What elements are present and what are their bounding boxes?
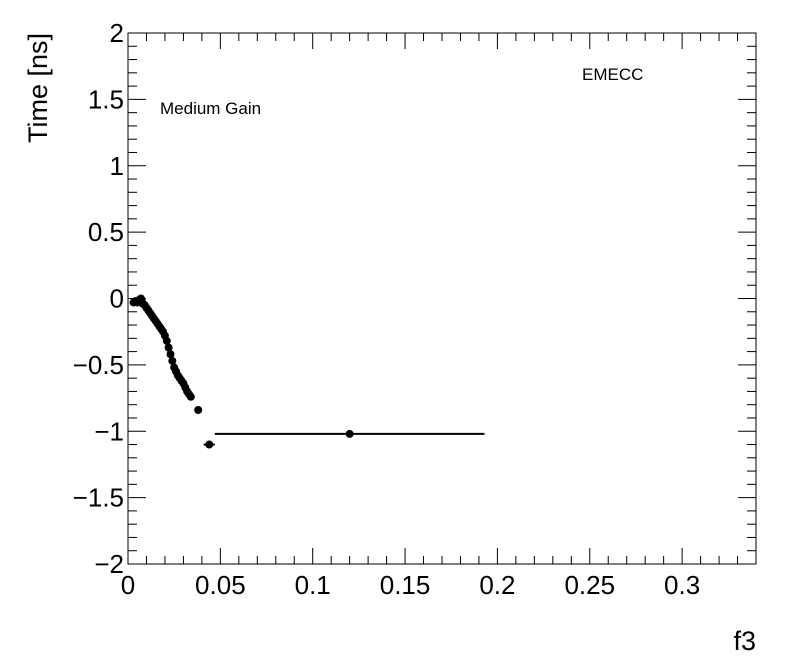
x-tick-label: 0.05 bbox=[195, 570, 246, 600]
y-tick-label: −1 bbox=[94, 416, 124, 446]
y-axis-ticks bbox=[128, 32, 756, 565]
y-tick-label: −1.5 bbox=[73, 483, 124, 513]
data-point bbox=[345, 429, 354, 438]
y-tick-label: 2 bbox=[110, 18, 124, 48]
data-point bbox=[186, 392, 195, 401]
x-tick-label: 0 bbox=[121, 570, 135, 600]
annotation-detector: EMECC bbox=[582, 65, 643, 84]
x-axis-title: f3 bbox=[733, 626, 756, 656]
x-tick-label: 0.3 bbox=[664, 570, 700, 600]
y-tick-label: −0.5 bbox=[73, 350, 124, 380]
x-tick-label: 0.25 bbox=[564, 570, 615, 600]
x-tick-label: 0.1 bbox=[295, 570, 331, 600]
y-tick-label: 1.5 bbox=[88, 84, 124, 114]
x-tick-label: 0.2 bbox=[479, 570, 515, 600]
data-point bbox=[194, 406, 203, 415]
x-tick-labels: 0 0.05 0.1 0.15 0.2 0.25 0.3 bbox=[121, 570, 700, 600]
y-tick-label: 1 bbox=[110, 151, 124, 181]
data-point bbox=[205, 440, 214, 449]
data-points bbox=[129, 294, 485, 449]
y-tick-labels: −2 −1.5 −1 −0.5 0 0.5 1 1.5 2 bbox=[73, 18, 124, 579]
x-axis-ticks bbox=[127, 33, 757, 564]
data-point bbox=[166, 350, 175, 359]
data-point bbox=[164, 343, 173, 352]
data-point bbox=[162, 336, 171, 345]
data-point bbox=[168, 356, 177, 365]
y-tick-label: 0 bbox=[110, 284, 124, 314]
y-tick-label: 0.5 bbox=[88, 217, 124, 247]
annotation-gain: Medium Gain bbox=[160, 99, 261, 118]
y-axis-title: Time [ns] bbox=[23, 33, 53, 143]
y-tick-label: −2 bbox=[94, 549, 124, 579]
x-tick-label: 0.15 bbox=[380, 570, 431, 600]
